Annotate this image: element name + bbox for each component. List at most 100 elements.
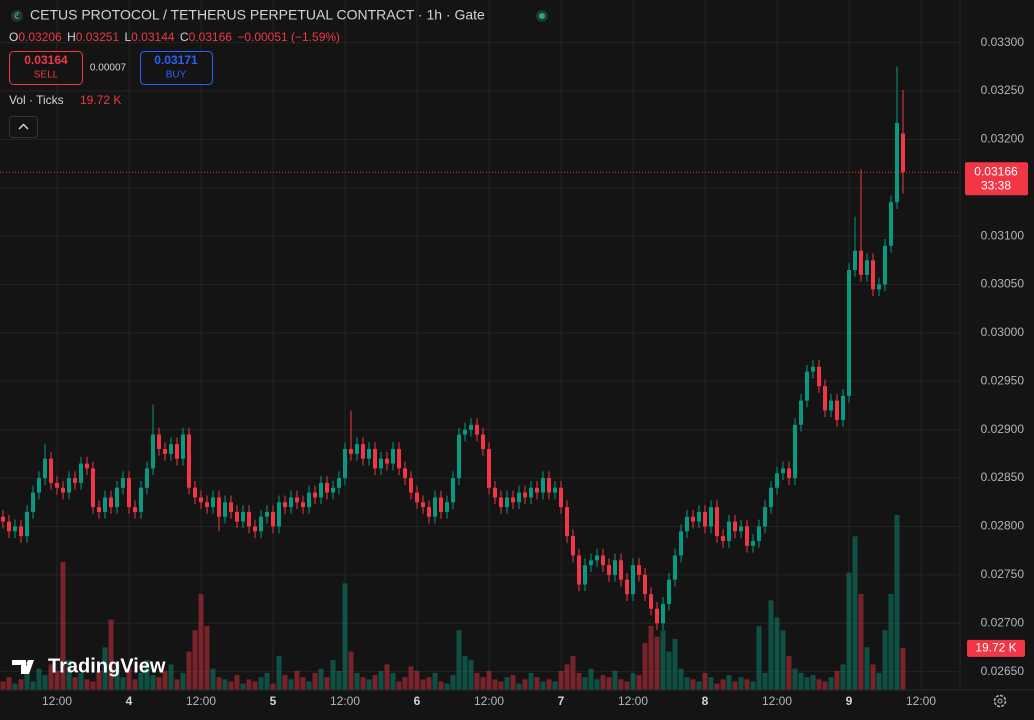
volume-bar [510,675,516,690]
candle-body [799,400,803,425]
sell-button[interactable]: 0.03164 SELL [9,51,83,85]
volume-bar [702,672,708,690]
candle-body [469,424,473,430]
candle-body [391,449,395,464]
sell-box[interactable] [9,51,83,85]
gear[interactable] [993,694,1007,708]
volume-bar [330,660,336,690]
candle-body [457,434,461,479]
y-tick-label: 0.02650 [981,664,1025,678]
candle-body [127,478,131,508]
volume-bar [162,670,168,690]
volume-bar [516,683,522,690]
sell-label[interactable]: SELL [34,70,59,81]
candle-body [847,270,851,396]
collapse-button[interactable] [9,116,38,138]
volume-bar [138,672,144,690]
x-tick-label: 12:00 [906,694,936,708]
candle-body [139,487,143,512]
price-badge-countdown: 33:38 [981,178,1011,192]
buy-label[interactable]: BUY [166,70,187,81]
volume-bar [396,681,402,690]
volume-bar [78,672,84,690]
volume-bar [792,668,798,690]
volume-bar [90,681,96,690]
candle-body [427,507,431,517]
gear-hub[interactable] [997,698,1003,704]
volume-bar [414,670,420,690]
candle-body [187,434,191,488]
volume-bar [372,675,378,690]
candle-body [721,536,725,541]
volume-bar [186,651,192,690]
candle-body [133,507,137,512]
volume-bar [390,672,396,690]
candle-body [283,502,287,508]
candle-body [529,487,533,498]
volume-bar [156,677,162,690]
volume-bar [504,677,510,690]
candle-body [25,511,29,537]
y-tick-label: 0.03000 [981,325,1025,339]
x-tick-label: 12:00 [186,694,216,708]
y-tick-label: 0.02700 [981,615,1025,629]
buy-button[interactable]: 0.03171 BUY [140,51,213,85]
volume-bar [696,681,702,690]
y-tick-label: 0.03300 [981,35,1025,49]
x-tick-label: 12:00 [474,694,504,708]
candle-body [301,502,305,508]
candle-body [901,133,905,173]
volume-bar [402,677,408,690]
candle-body [499,497,503,508]
candle-body [745,526,749,546]
volume-bar [456,630,462,690]
volume-bar [270,683,276,690]
candle-body [91,468,95,508]
volume-bar [624,681,630,690]
volume-bar [24,672,30,690]
volume-bar [114,664,120,690]
candle-body [601,555,605,566]
buy-box[interactable] [140,51,213,85]
volume-bar [66,660,72,690]
candle-body [505,497,509,508]
candle-body [841,395,845,420]
ohlc-value: 0.03166 [189,30,233,44]
sell-price[interactable]: 0.03164 [24,53,68,67]
candle-body [67,478,71,493]
volume-bar [174,679,180,690]
candle-body [685,516,689,532]
volume-bar [36,668,42,690]
settings-button[interactable] [993,694,1007,708]
volume-bar [450,675,456,690]
candle-body [865,260,869,275]
candle-body [583,565,587,585]
volume-bar [366,679,372,690]
volume-bar [102,647,108,690]
volume-bar [558,670,564,690]
volume-bar [54,670,60,690]
ohlc-legend: O0.03206 H0.03251 L0.03144 C0.03166 −0.0… [9,30,340,44]
watermark-text: TradingView [48,655,166,677]
volume-bar [474,672,480,690]
volume-bar [108,619,114,690]
candle-body [43,458,47,479]
buy-price[interactable]: 0.03171 [154,53,198,67]
candle-body [733,521,737,532]
volume-bar [168,664,174,690]
volume-bar [222,679,228,690]
candle-body [1,516,5,522]
volume-bar [498,681,504,690]
volume-bar [636,675,642,690]
candle-body [565,507,569,537]
candle-body [823,386,827,411]
candle-body [271,511,275,527]
collapse-box[interactable] [9,116,38,138]
spread: 0.00007 [90,63,127,74]
candle-body [61,487,65,493]
chevron[interactable] [18,123,29,130]
volume-bar [426,677,432,690]
y-tick-label: 0.03200 [981,132,1025,146]
volume-bar [216,677,222,690]
